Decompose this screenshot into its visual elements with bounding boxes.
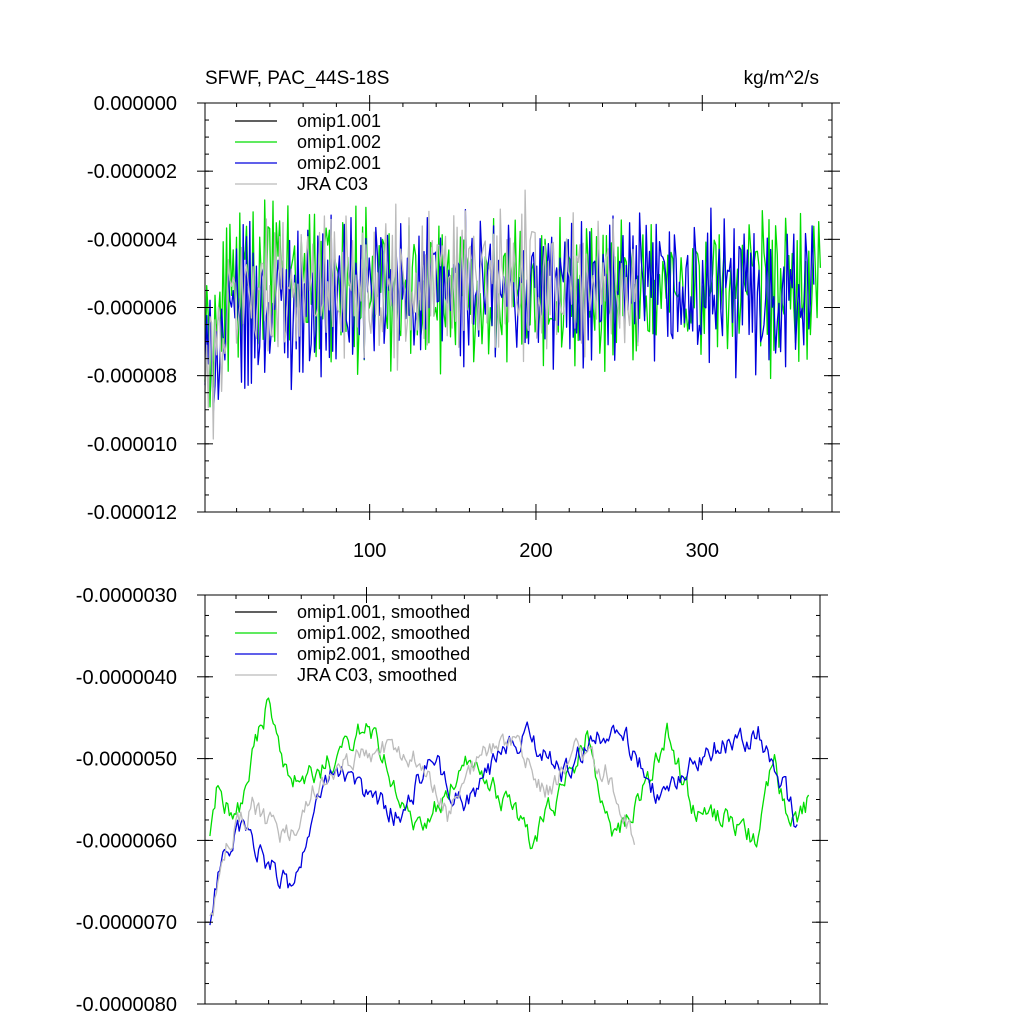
y-tick-label: -0.000002: [87, 161, 177, 183]
series-line: [209, 733, 636, 917]
y-tick-label: -0.000012: [87, 502, 177, 524]
y-tick-label: -0.0000050: [76, 749, 177, 771]
y-tick-label: -0.000010: [87, 434, 177, 456]
axis-ticks: [197, 587, 828, 1012]
legend-label: omip1.001, smoothed: [297, 602, 470, 622]
series-line: [204, 189, 639, 440]
legend-label: omip2.001: [297, 153, 381, 173]
y-tick-label: -0.0000080: [76, 994, 177, 1016]
y-tick-label: -0.0000040: [76, 667, 177, 689]
y-tick-label: -0.000006: [87, 298, 177, 320]
legend-label: omip1.002: [297, 132, 381, 152]
plot-lines: [209, 697, 810, 926]
legend-label: omip1.002, smoothed: [297, 623, 470, 643]
axis-ticks: [197, 95, 840, 520]
x-tick-label: 100: [353, 540, 386, 562]
chart-units: kg/m^2/s: [744, 68, 819, 89]
plot-lines: [204, 189, 822, 440]
chart-title: SFWF, PAC_44S-18S: [205, 68, 389, 89]
x-tick-label: 300: [686, 540, 719, 562]
y-tick-label: -0.0000070: [76, 912, 177, 934]
y-tick-label: -0.000004: [87, 229, 177, 251]
series-line: [204, 207, 815, 414]
chart-panel-top: SFWF, PAC_44S-18S kg/m^2/s 0.000000 -0.00…: [87, 68, 840, 562]
y-tick-label: -0.000008: [87, 366, 177, 388]
legend-label: omip1.001: [297, 111, 381, 131]
y-axis-tick-labels: 0.000000 -0.000002 -0.000004 -0.000006 -0.00…: [87, 93, 177, 524]
series-line: [209, 721, 798, 926]
y-tick-label: 0.000000: [94, 93, 177, 115]
legend-label: omip2.001, smoothed: [297, 644, 470, 664]
chart-panel-bottom: -0.0000030 -0.0000040 -0.0000050 -0.0000060…: [76, 585, 828, 1016]
x-axis-tick-labels: 100 200 300: [353, 540, 719, 562]
x-tick-label: 200: [519, 540, 552, 562]
y-axis-tick-labels: -0.0000030 -0.0000040 -0.0000050 -0.0000060…: [76, 585, 177, 1016]
series-line: [209, 697, 810, 850]
legend-label: JRA C03: [297, 174, 368, 194]
y-tick-label: -0.0000030: [76, 585, 177, 607]
y-tick-label: -0.0000060: [76, 830, 177, 852]
legend-label: JRA C03, smoothed: [297, 665, 457, 685]
